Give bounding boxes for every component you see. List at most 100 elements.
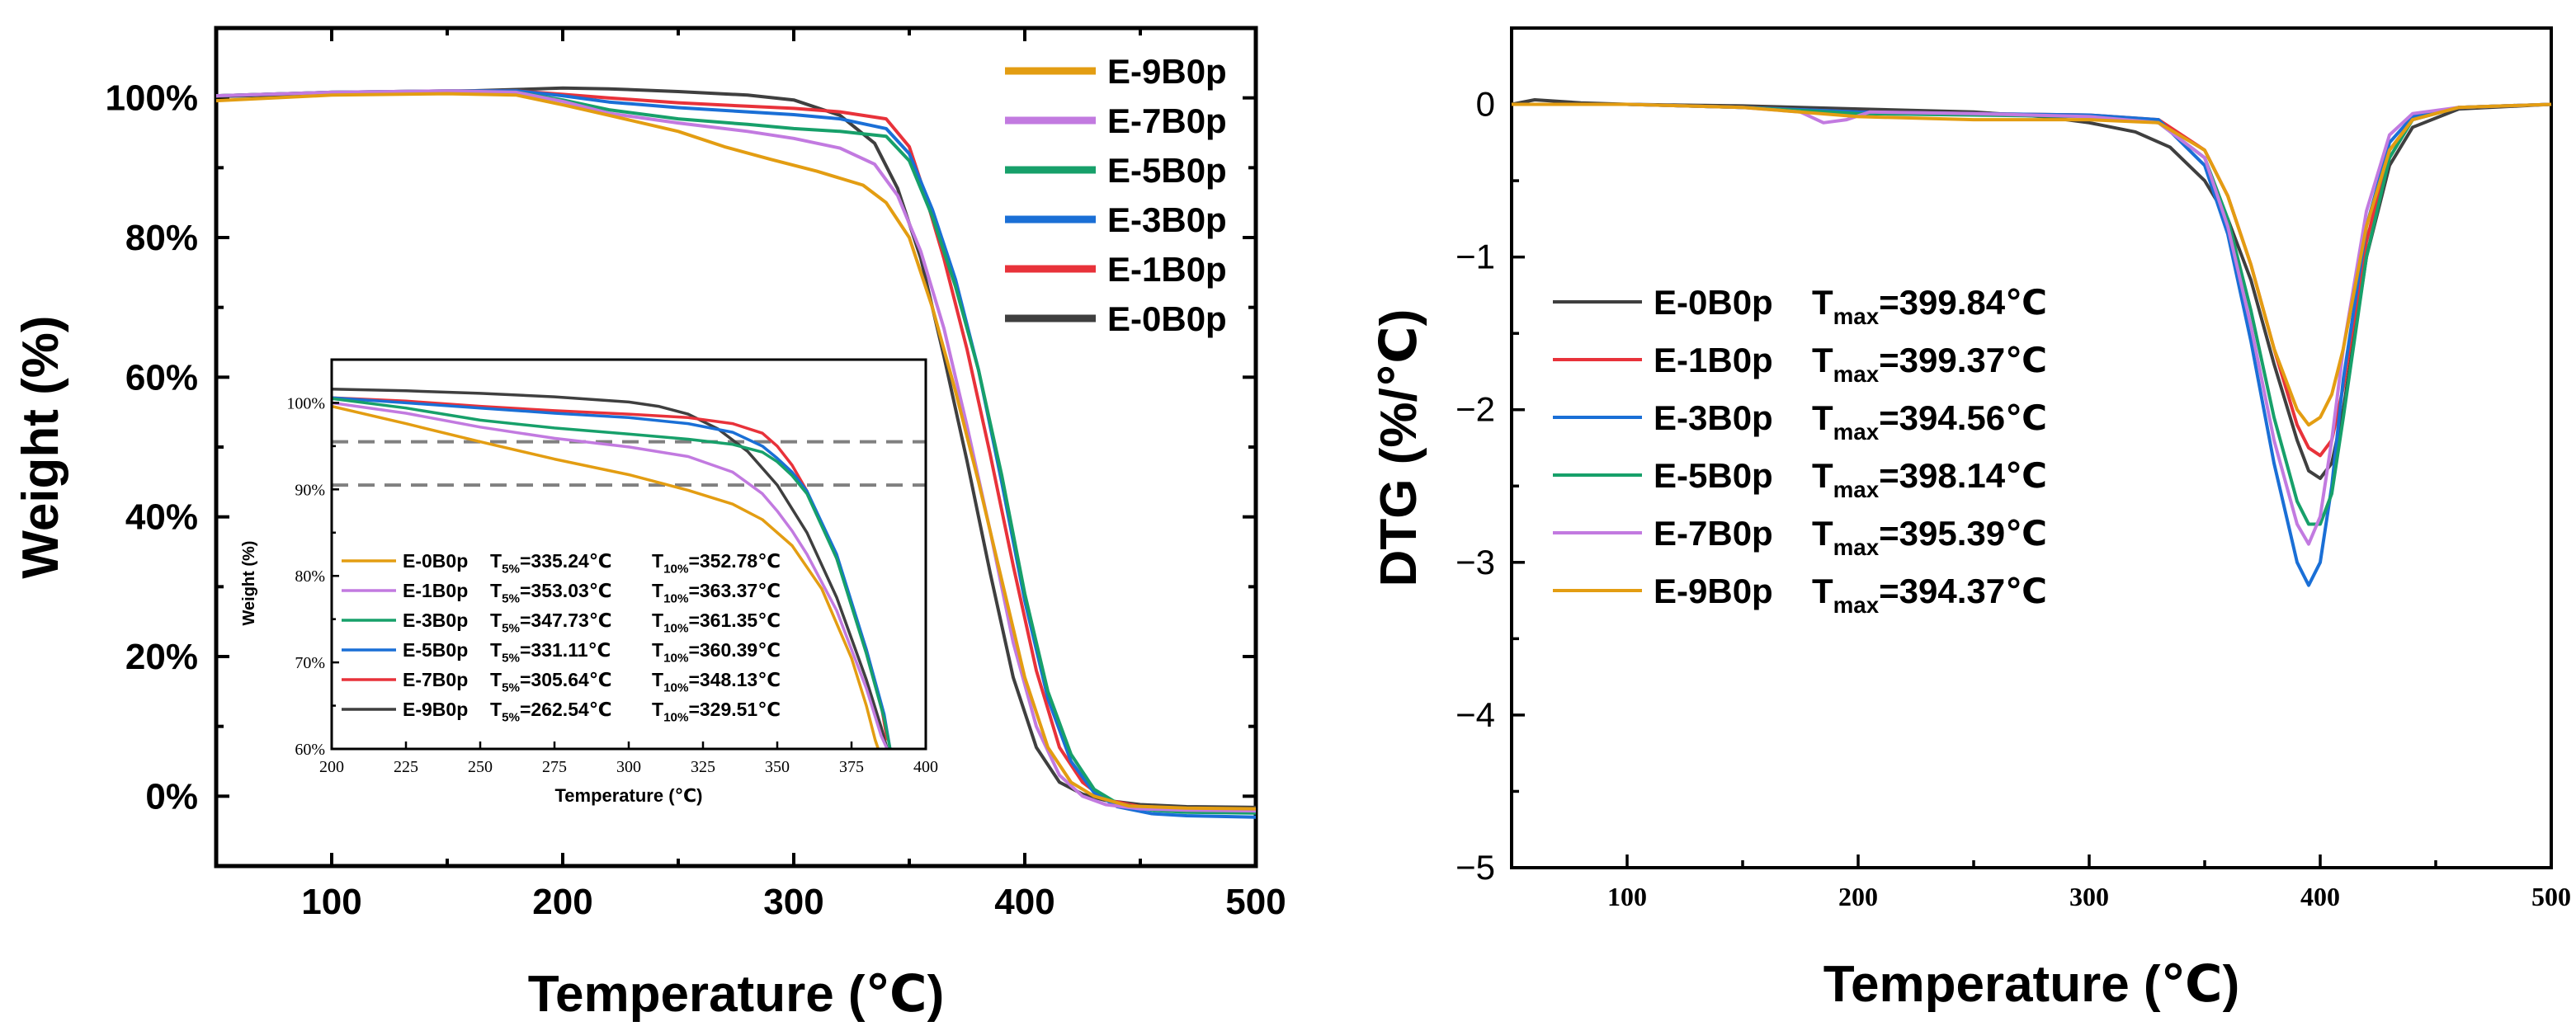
label-rest: =353.03℃ bbox=[520, 580, 612, 601]
series-line-e-7b0p bbox=[1512, 102, 2552, 546]
inset-t10-value: T10%=352.78℃ bbox=[652, 550, 781, 576]
inset-x-tick-label: 325 bbox=[691, 758, 715, 776]
label-base: T bbox=[1812, 514, 1833, 553]
label-base: T bbox=[490, 580, 502, 601]
y-tick-label: −3 bbox=[1455, 543, 1495, 581]
legend-label: E-0B0p bbox=[1107, 299, 1227, 338]
y-tick-label: 0 bbox=[1476, 85, 1495, 124]
label-rest: =361.35℃ bbox=[688, 610, 781, 631]
inset-series-line-e-7b0p bbox=[332, 401, 889, 749]
label-rest: =394.56℃ bbox=[1879, 398, 2047, 437]
inset-y-tick-label: 60% bbox=[295, 741, 325, 759]
inset-t10-value: T10%=329.51℃ bbox=[652, 699, 781, 724]
y-tick-label: 60% bbox=[125, 357, 198, 398]
label-subscript: 5% bbox=[502, 562, 520, 576]
legend-tmax-value: Tmax=399.84℃ bbox=[1812, 283, 2047, 329]
label-subscript: max bbox=[1833, 534, 1880, 560]
y-tick-label: −5 bbox=[1455, 848, 1495, 887]
inset-legend-name: E-1B0p bbox=[403, 580, 468, 601]
inset-background bbox=[332, 360, 926, 749]
label-base: T bbox=[1812, 398, 1833, 437]
inset-legend-name: E-7B0p bbox=[403, 669, 468, 690]
label-rest: =331.11℃ bbox=[520, 639, 611, 661]
y-tick-label: 100% bbox=[105, 78, 198, 119]
label-subscript: 5% bbox=[502, 591, 520, 605]
x-tick-label: 200 bbox=[1838, 882, 1878, 911]
legend-label: E-7B0p bbox=[1107, 101, 1227, 140]
y-tick-label: −1 bbox=[1455, 238, 1495, 276]
y-tick-label: 40% bbox=[125, 497, 198, 538]
label-subscript: max bbox=[1833, 419, 1880, 445]
x-tick-label: 400 bbox=[994, 882, 1054, 922]
series-line-e-5b0p bbox=[1512, 102, 2552, 526]
inset-x-tick-label: 350 bbox=[765, 758, 790, 776]
legend-label: E-1B0p bbox=[1654, 341, 1773, 379]
label-rest: =329.51℃ bbox=[688, 699, 781, 720]
label-base: T bbox=[652, 639, 663, 661]
inset-x-tick-label: 275 bbox=[542, 758, 567, 776]
label-subscript: 10% bbox=[663, 562, 689, 576]
series-line-e-9b0p bbox=[215, 92, 1257, 811]
legend-label: E-5B0p bbox=[1654, 456, 1773, 495]
legend-tmax-value: Tmax=394.56℃ bbox=[1812, 398, 2047, 445]
label-subscript: max bbox=[1833, 361, 1880, 387]
inset-legend-name: E-5B0p bbox=[403, 639, 468, 661]
label-rest: =398.14℃ bbox=[1879, 456, 2047, 495]
inset-x-tick-label: 400 bbox=[913, 758, 938, 776]
legend-tmax-value: Tmax=395.39℃ bbox=[1812, 514, 2047, 560]
label-subscript: 5% bbox=[502, 680, 520, 694]
inset-t5-value: T5%=353.03℃ bbox=[490, 580, 612, 605]
label-subscript: max bbox=[1833, 592, 1880, 618]
label-rest: =305.64℃ bbox=[520, 669, 612, 690]
legend-label: E-9B0p bbox=[1654, 572, 1773, 610]
legend-label: E-3B0p bbox=[1654, 398, 1773, 437]
x-tick-label: 200 bbox=[532, 882, 592, 922]
label-base: T bbox=[490, 610, 502, 631]
inset-x-tick-label: 300 bbox=[616, 758, 641, 776]
inset-t10-value: T10%=361.35℃ bbox=[652, 610, 781, 635]
legend-label: E-7B0p bbox=[1654, 514, 1773, 553]
inset-x-tick-label: 225 bbox=[394, 758, 418, 776]
label-base: T bbox=[1812, 341, 1833, 379]
inset-y-tick-label: 100% bbox=[286, 394, 325, 412]
x-tick-label: 400 bbox=[2300, 882, 2340, 911]
label-base: T bbox=[490, 669, 502, 690]
legend-tmax-value: Tmax=399.37℃ bbox=[1812, 341, 2047, 387]
label-base: T bbox=[490, 639, 502, 661]
label-rest: =363.37℃ bbox=[688, 580, 781, 601]
plot-frame bbox=[1510, 26, 2553, 869]
label-subscript: 10% bbox=[663, 710, 689, 724]
x-axis-label: Temperature (℃) bbox=[528, 966, 945, 1023]
label-rest: =399.37℃ bbox=[1879, 341, 2047, 379]
label-base: T bbox=[652, 699, 663, 720]
label-rest: =394.37℃ bbox=[1879, 572, 2047, 610]
legend-label: E-5B0p bbox=[1107, 151, 1227, 190]
series-line-e-9b0p bbox=[1512, 102, 2552, 427]
series-line-e-7b0p bbox=[215, 89, 1257, 813]
y-tick-label: 80% bbox=[125, 218, 198, 258]
label-rest: =335.24℃ bbox=[520, 550, 612, 572]
inset-y-axis-label: Weight (%) bbox=[240, 541, 258, 626]
legend-label: E-0B0p bbox=[1654, 283, 1773, 322]
label-rest: =399.84℃ bbox=[1879, 283, 2047, 322]
legend-label: E-1B0p bbox=[1107, 250, 1227, 289]
label-base: T bbox=[652, 580, 663, 601]
weight-inset-chart: 200 225 250 275 300 325 350 375 400 60% 70% 80% 90% 1… bbox=[240, 358, 938, 806]
inset-x-tick-label: 200 bbox=[319, 758, 344, 776]
inset-legend-name: E-3B0p bbox=[403, 610, 468, 631]
label-subscript: max bbox=[1833, 304, 1880, 329]
inset-y-tick-label: 70% bbox=[295, 654, 325, 672]
inset-series-group bbox=[332, 387, 892, 749]
inset-legend-name: E-0B0p bbox=[403, 550, 468, 572]
x-tick-label: 100 bbox=[1607, 882, 1647, 911]
y-tick-label: 0% bbox=[145, 776, 198, 817]
label-base: T bbox=[1812, 572, 1833, 610]
x-axis-label: Temperature (℃) bbox=[1823, 956, 2240, 1013]
x-tick-label: 100 bbox=[301, 882, 361, 922]
inset-t10-value: T10%=360.39℃ bbox=[652, 639, 781, 665]
legend-tmax-value: Tmax=394.37℃ bbox=[1812, 572, 2047, 618]
y-axis-label: Weight (%) bbox=[12, 315, 69, 578]
label-subscript: 10% bbox=[663, 591, 689, 605]
x-tick-label: 300 bbox=[2069, 882, 2109, 911]
label-base: T bbox=[652, 610, 663, 631]
